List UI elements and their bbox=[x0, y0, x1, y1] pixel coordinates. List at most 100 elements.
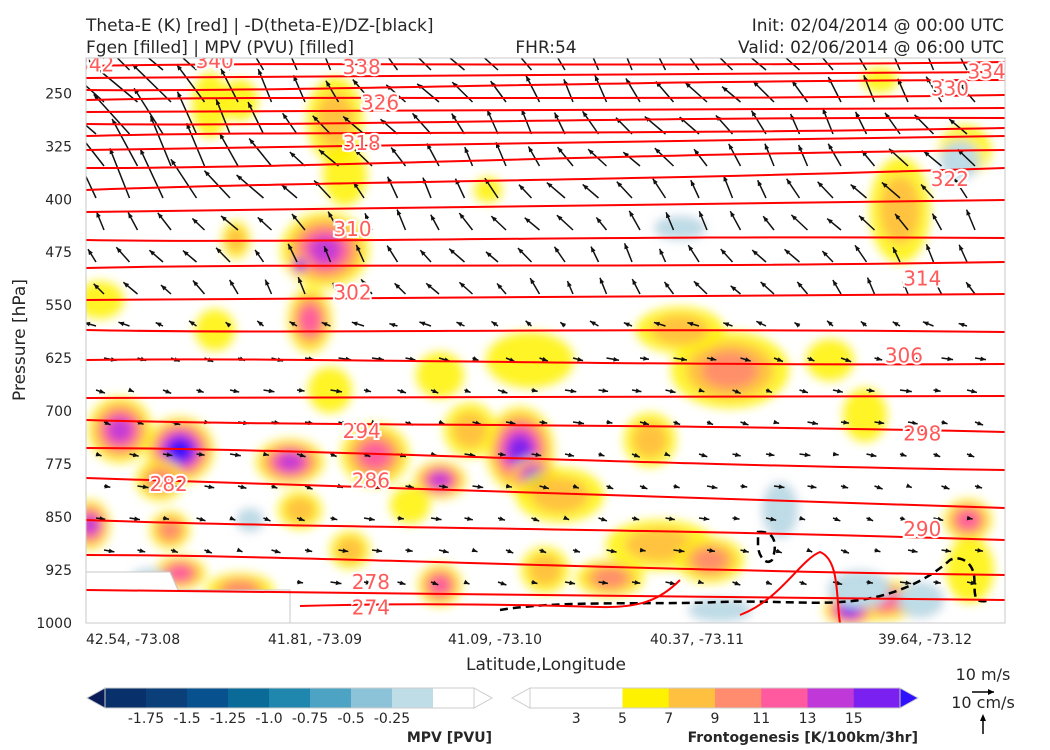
wind-arrowhead bbox=[678, 548, 685, 554]
y-tick-label: 925 bbox=[45, 563, 72, 579]
wind-arrowhead bbox=[921, 184, 927, 191]
wind-arrowhead bbox=[177, 91, 182, 98]
wind-arrowhead bbox=[776, 357, 783, 362]
wind-arrowhead bbox=[582, 184, 589, 190]
wind-arrowhead bbox=[970, 388, 977, 394]
theta-e-label: 322 bbox=[931, 167, 969, 191]
wind-arrowhead bbox=[99, 389, 106, 394]
colorbar-swatch bbox=[392, 688, 434, 708]
frontogenesis-shade bbox=[806, 339, 854, 381]
frontogenesis-shade bbox=[277, 453, 303, 471]
wind-arrowhead bbox=[535, 452, 542, 457]
wind-arrowhead bbox=[541, 356, 548, 362]
theta-e-label: 282 bbox=[150, 472, 188, 496]
wind-arrowhead bbox=[225, 322, 232, 328]
wind-arrowhead bbox=[958, 83, 964, 89]
wind-arrowhead bbox=[711, 484, 718, 490]
wind-arrowhead bbox=[365, 388, 372, 393]
wind-arrowhead bbox=[93, 94, 100, 101]
wind-arrowhead bbox=[274, 548, 281, 554]
colorbar-swatch bbox=[853, 688, 901, 708]
wind-arrowhead bbox=[525, 320, 532, 327]
colorbar-tick: -1.0 bbox=[255, 711, 282, 727]
colorbar-swatch bbox=[761, 688, 808, 708]
wind-arrowhead bbox=[530, 278, 535, 285]
wind-arrowhead bbox=[836, 388, 843, 394]
wind-vector bbox=[131, 63, 172, 103]
frontogenesis-shade bbox=[390, 486, 430, 524]
wind-arrowhead bbox=[594, 75, 600, 82]
wind-arrowhead bbox=[528, 146, 534, 153]
wind-vector bbox=[170, 158, 198, 199]
theta-e-contour bbox=[86, 94, 1005, 101]
wind-arrowhead bbox=[77, 157, 81, 163]
wind-arrowhead bbox=[499, 451, 506, 457]
frontogenesis-shade bbox=[880, 176, 920, 244]
wind-arrowhead bbox=[596, 217, 602, 224]
wind-arrowhead bbox=[481, 58, 482, 59]
wind-arrowhead bbox=[892, 321, 899, 327]
lapse-contour bbox=[756, 530, 776, 563]
wind-arrowhead bbox=[170, 159, 176, 166]
theta-e-contour bbox=[86, 167, 1005, 191]
wind-arrowhead bbox=[934, 387, 941, 393]
wind-arrowhead bbox=[674, 420, 681, 425]
wind-arrowhead bbox=[233, 388, 240, 394]
wind-arrowhead bbox=[236, 547, 243, 552]
wind-arrowhead bbox=[335, 580, 342, 586]
wind-arrowhead bbox=[554, 246, 560, 253]
mpv-shade bbox=[237, 509, 263, 531]
frontogenesis-shade bbox=[308, 367, 352, 413]
wind-arrowhead bbox=[842, 484, 849, 489]
wind-arrowhead bbox=[822, 250, 828, 257]
wind-arrowhead bbox=[570, 388, 577, 394]
wind-arrowhead bbox=[685, 82, 691, 88]
wind-key-horizontal-label: 10 m/s bbox=[956, 665, 1011, 684]
theta-e-contour bbox=[86, 79, 1005, 92]
wind-arrowhead bbox=[328, 211, 333, 218]
colorbar-swatch bbox=[576, 688, 623, 708]
wind-arrowhead bbox=[850, 184, 857, 190]
wind-arrowhead bbox=[797, 281, 803, 288]
wind-arrowhead bbox=[563, 515, 570, 520]
colorbar-swatch bbox=[146, 688, 188, 708]
wind-arrowhead bbox=[742, 548, 749, 554]
wind-arrowhead bbox=[697, 579, 704, 585]
wind-arrowhead bbox=[722, 86, 728, 92]
wind-vector bbox=[324, 58, 332, 71]
wind-arrowhead bbox=[420, 250, 426, 256]
y-tick-label: 850 bbox=[45, 510, 72, 526]
frontogenesis-shade bbox=[158, 519, 182, 541]
wind-arrowhead bbox=[271, 484, 278, 489]
colorbar-swatch bbox=[530, 688, 577, 708]
colorbar-swatch bbox=[668, 688, 716, 708]
y-tick-label: 400 bbox=[45, 192, 72, 208]
wind-arrowhead bbox=[654, 148, 661, 154]
wind-vector bbox=[116, 58, 131, 71]
theta-e-contour bbox=[86, 61, 1005, 67]
wind-arrowhead bbox=[941, 419, 948, 425]
y-tick-label: 700 bbox=[45, 404, 72, 420]
wind-arrowhead bbox=[289, 152, 296, 158]
y-tick-label: 1000 bbox=[36, 616, 72, 632]
wind-arrowhead bbox=[370, 419, 377, 425]
wind-arrowhead bbox=[220, 68, 226, 75]
wind-arrowhead bbox=[756, 321, 763, 326]
wind-arrowhead bbox=[497, 283, 503, 290]
frontogenesis-shade bbox=[360, 442, 390, 468]
wind-arrowhead bbox=[449, 248, 455, 255]
y-axis: 250 325 400 475 550 625 700 775 850 925 1000 bbox=[36, 86, 72, 632]
colorbar-extend bbox=[899, 687, 920, 709]
colorbar-frame bbox=[104, 687, 475, 709]
wind-arrowhead bbox=[712, 50, 718, 56]
frontogenesis-shade bbox=[108, 418, 132, 442]
wind-arrowhead bbox=[607, 484, 614, 489]
wind-arrowhead bbox=[506, 483, 512, 489]
theta-e-label: 310 bbox=[333, 217, 371, 241]
wind-arrowhead bbox=[591, 246, 596, 253]
theta-e-contour bbox=[86, 554, 1005, 576]
wind-arrowhead bbox=[623, 152, 630, 158]
mpv-colorbar-label: MPV [PVU] bbox=[407, 730, 492, 746]
wind-arrowhead bbox=[406, 548, 413, 553]
wind-arrowhead bbox=[763, 216, 769, 223]
